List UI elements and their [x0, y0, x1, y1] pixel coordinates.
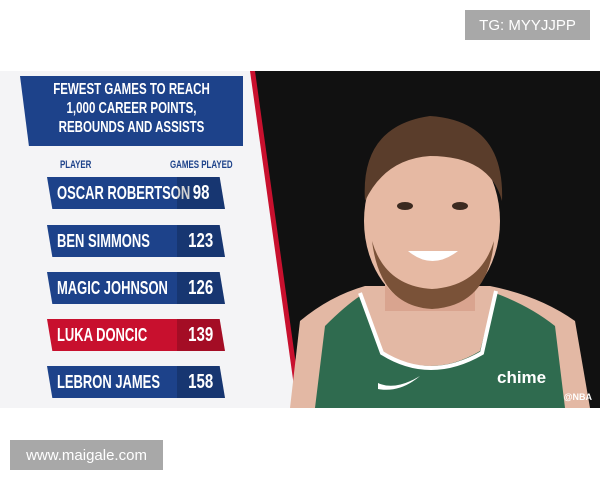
- nike-logo: [378, 376, 420, 390]
- red-border: [250, 71, 302, 408]
- title-line: FEWEST GAMES TO REACH: [53, 81, 210, 98]
- player-name: LEBRON JAMES: [57, 372, 160, 392]
- table-row-highlighted: LUKA DONCIC 139: [47, 319, 225, 351]
- hair: [364, 116, 503, 201]
- player-name: BEN SIMMONS: [57, 231, 150, 251]
- player-name: OSCAR ROBERTSON: [57, 183, 191, 203]
- games-played: 139: [188, 323, 214, 346]
- column-header-games: GAMES PLAYED: [170, 159, 233, 171]
- table-row: MAGIC JOHNSON 126: [47, 272, 225, 304]
- jersey: [315, 293, 565, 408]
- games-played: 98: [192, 181, 210, 204]
- watermark-bottom: www.maigale.com: [10, 440, 163, 470]
- graphic-title: FEWEST GAMES TO REACH 1,000 CAREER POINT…: [20, 76, 243, 146]
- column-header-player: PLAYER: [60, 159, 92, 171]
- title-line: 1,000 CAREER POINTS,: [66, 100, 197, 117]
- title-line: REBOUNDS AND ASSISTS: [58, 119, 205, 136]
- games-played: 123: [188, 229, 214, 252]
- jersey-sponsor: chime: [497, 368, 546, 387]
- watermark-top: TG: MYYJJPP: [465, 10, 590, 40]
- face: [364, 133, 500, 309]
- table-row: BEN SIMMONS 123: [47, 225, 225, 257]
- table-row: LEBRON JAMES 158: [47, 366, 225, 398]
- player-name: LUKA DONCIC: [57, 325, 148, 345]
- player-name: MAGIC JOHNSON: [57, 278, 168, 298]
- beard: [372, 241, 494, 309]
- table-row: OSCAR ROBERTSON 98: [47, 177, 225, 209]
- stats-graphic: chime FEWEST GAMES TO REACH 1,000 CAREER…: [0, 71, 600, 408]
- games-played: 158: [188, 370, 214, 393]
- games-played: 126: [188, 276, 214, 299]
- nba-credit: @NBA: [563, 392, 592, 402]
